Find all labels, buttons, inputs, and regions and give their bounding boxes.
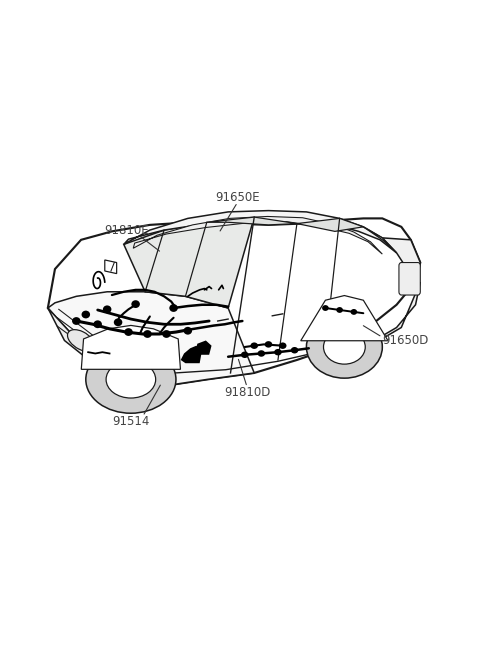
Polygon shape bbox=[48, 308, 126, 381]
FancyBboxPatch shape bbox=[399, 263, 420, 295]
Polygon shape bbox=[124, 217, 254, 308]
Polygon shape bbox=[133, 216, 383, 254]
Ellipse shape bbox=[322, 305, 329, 311]
Ellipse shape bbox=[68, 329, 95, 351]
Polygon shape bbox=[48, 218, 420, 386]
Text: 91514: 91514 bbox=[112, 415, 150, 428]
Ellipse shape bbox=[350, 309, 357, 315]
Ellipse shape bbox=[103, 305, 111, 313]
Polygon shape bbox=[48, 291, 254, 386]
Text: 91650D: 91650D bbox=[383, 334, 429, 347]
Ellipse shape bbox=[279, 343, 287, 349]
Polygon shape bbox=[383, 238, 420, 282]
Text: 91650E: 91650E bbox=[216, 191, 260, 204]
Ellipse shape bbox=[143, 330, 152, 338]
Polygon shape bbox=[124, 211, 396, 253]
Text: 91810D: 91810D bbox=[224, 386, 270, 399]
Ellipse shape bbox=[94, 320, 102, 328]
Ellipse shape bbox=[124, 328, 133, 336]
Polygon shape bbox=[180, 346, 202, 364]
Polygon shape bbox=[207, 217, 297, 225]
Ellipse shape bbox=[132, 300, 140, 308]
Ellipse shape bbox=[241, 352, 249, 358]
Ellipse shape bbox=[162, 330, 171, 338]
Ellipse shape bbox=[251, 343, 258, 349]
Ellipse shape bbox=[324, 330, 365, 364]
Ellipse shape bbox=[86, 346, 176, 413]
Ellipse shape bbox=[336, 307, 343, 313]
Ellipse shape bbox=[264, 341, 272, 348]
Ellipse shape bbox=[169, 304, 178, 312]
Ellipse shape bbox=[258, 350, 265, 357]
Ellipse shape bbox=[72, 317, 81, 325]
Ellipse shape bbox=[274, 349, 282, 356]
Text: 91810E: 91810E bbox=[104, 223, 148, 236]
Polygon shape bbox=[363, 282, 420, 347]
Ellipse shape bbox=[114, 318, 122, 326]
Ellipse shape bbox=[306, 316, 383, 378]
Polygon shape bbox=[81, 326, 180, 369]
Ellipse shape bbox=[82, 310, 90, 318]
Ellipse shape bbox=[291, 347, 299, 354]
Polygon shape bbox=[301, 295, 388, 341]
Polygon shape bbox=[195, 341, 212, 355]
Polygon shape bbox=[363, 227, 396, 253]
Polygon shape bbox=[297, 218, 363, 231]
Polygon shape bbox=[105, 260, 117, 274]
Ellipse shape bbox=[183, 327, 192, 335]
Ellipse shape bbox=[106, 361, 156, 398]
